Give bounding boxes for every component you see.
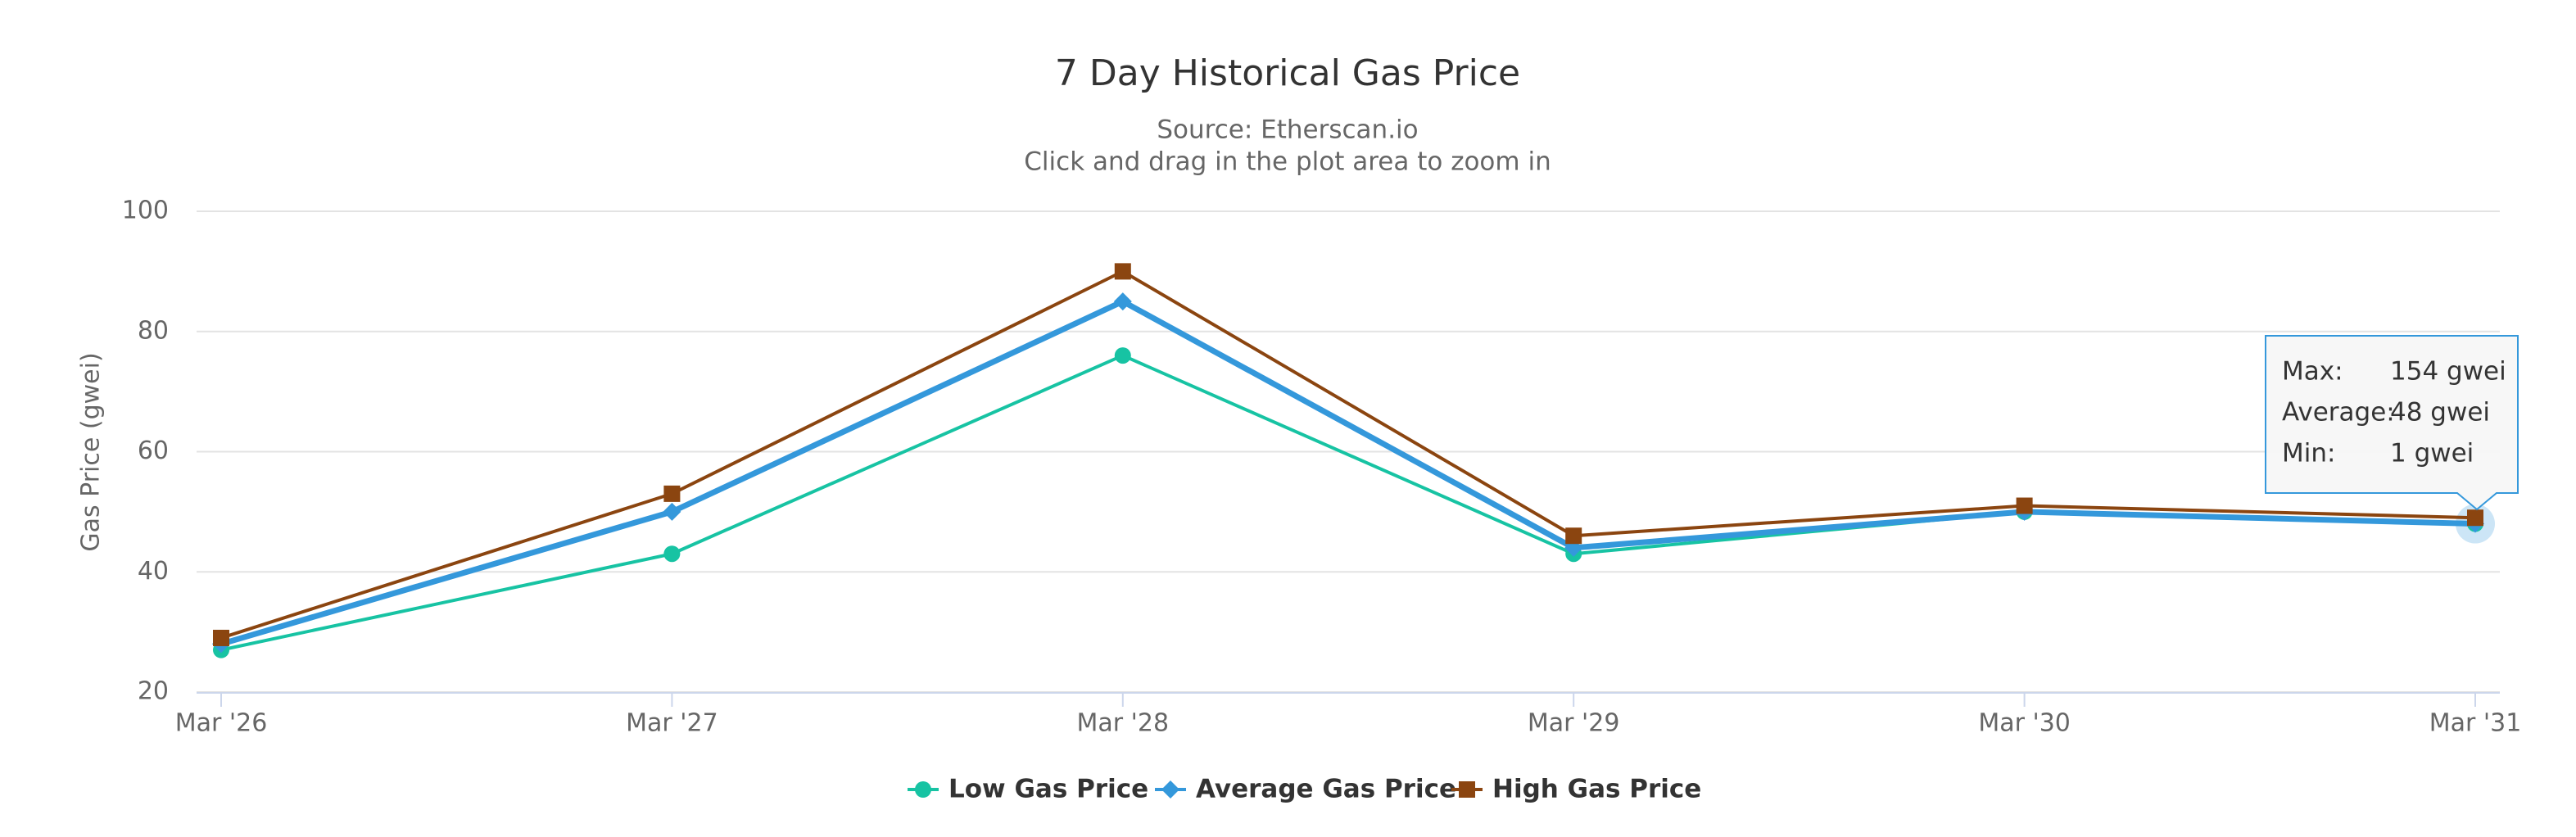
- x-tick-label: Mar '28: [1077, 709, 1170, 738]
- series-line: [220, 354, 2476, 652]
- y-tick-label: 40: [138, 557, 169, 586]
- x-tick-label: Mar '31: [2429, 709, 2522, 738]
- series-line: [220, 298, 2476, 647]
- legend-marker: [1161, 780, 1179, 799]
- x-tick-label: Mar '30: [1978, 709, 2071, 738]
- x-tick-label: Mar '27: [626, 709, 718, 738]
- y-axis-title: Gas Price (gwei): [77, 352, 106, 551]
- point: [213, 629, 229, 646]
- y-tick-label: 60: [138, 437, 169, 465]
- legend-label: Average Gas Price: [1196, 775, 1456, 804]
- legend-label: High Gas Price: [1492, 775, 1701, 804]
- x-tick-label: Mar '29: [1528, 709, 1620, 738]
- series-line: [220, 269, 2476, 640]
- legend-item[interactable]: High Gas Price: [1451, 775, 1701, 804]
- chart-title: 7 Day Historical Gas Price: [1055, 52, 1520, 94]
- point: [1565, 527, 1582, 545]
- point: [2016, 497, 2033, 514]
- legend-item[interactable]: Low Gas Price: [908, 775, 1148, 804]
- tooltip-label: Min:: [2282, 439, 2335, 468]
- legend-marker: [1459, 781, 1475, 798]
- point: [663, 502, 681, 521]
- tooltip: Max: 154 gwei Average:48 gwei Min: 1 gwei: [2265, 335, 2519, 511]
- point: [663, 485, 681, 502]
- point: [663, 545, 681, 563]
- tooltip-value: 48 gwei: [2390, 398, 2490, 428]
- chart-subtitle: Source: Etherscan.io: [1157, 115, 1418, 145]
- y-tick-label: 80: [138, 316, 169, 345]
- tooltip-box: [2265, 335, 2519, 511]
- legend-item[interactable]: Average Gas Price: [1155, 775, 1456, 804]
- y-tick-label: 100: [122, 197, 169, 225]
- x-tick-label: Mar '26: [175, 709, 268, 738]
- tooltip-value: 154 gwei: [2390, 357, 2506, 387]
- point: [1114, 263, 1131, 280]
- tooltip-label: Max:: [2282, 357, 2343, 387]
- legend-label: Low Gas Price: [948, 775, 1148, 804]
- legend-marker: [915, 781, 931, 798]
- point: [1114, 347, 1131, 364]
- y-tick-label: 20: [138, 677, 169, 706]
- tooltip-value: 1 gwei: [2390, 439, 2474, 468]
- point: [1113, 292, 1132, 311]
- point: [2467, 509, 2483, 527]
- tooltip-label: Average:: [2282, 398, 2395, 428]
- chart-subtitle: Click and drag in the plot area to zoom …: [1024, 147, 1551, 177]
